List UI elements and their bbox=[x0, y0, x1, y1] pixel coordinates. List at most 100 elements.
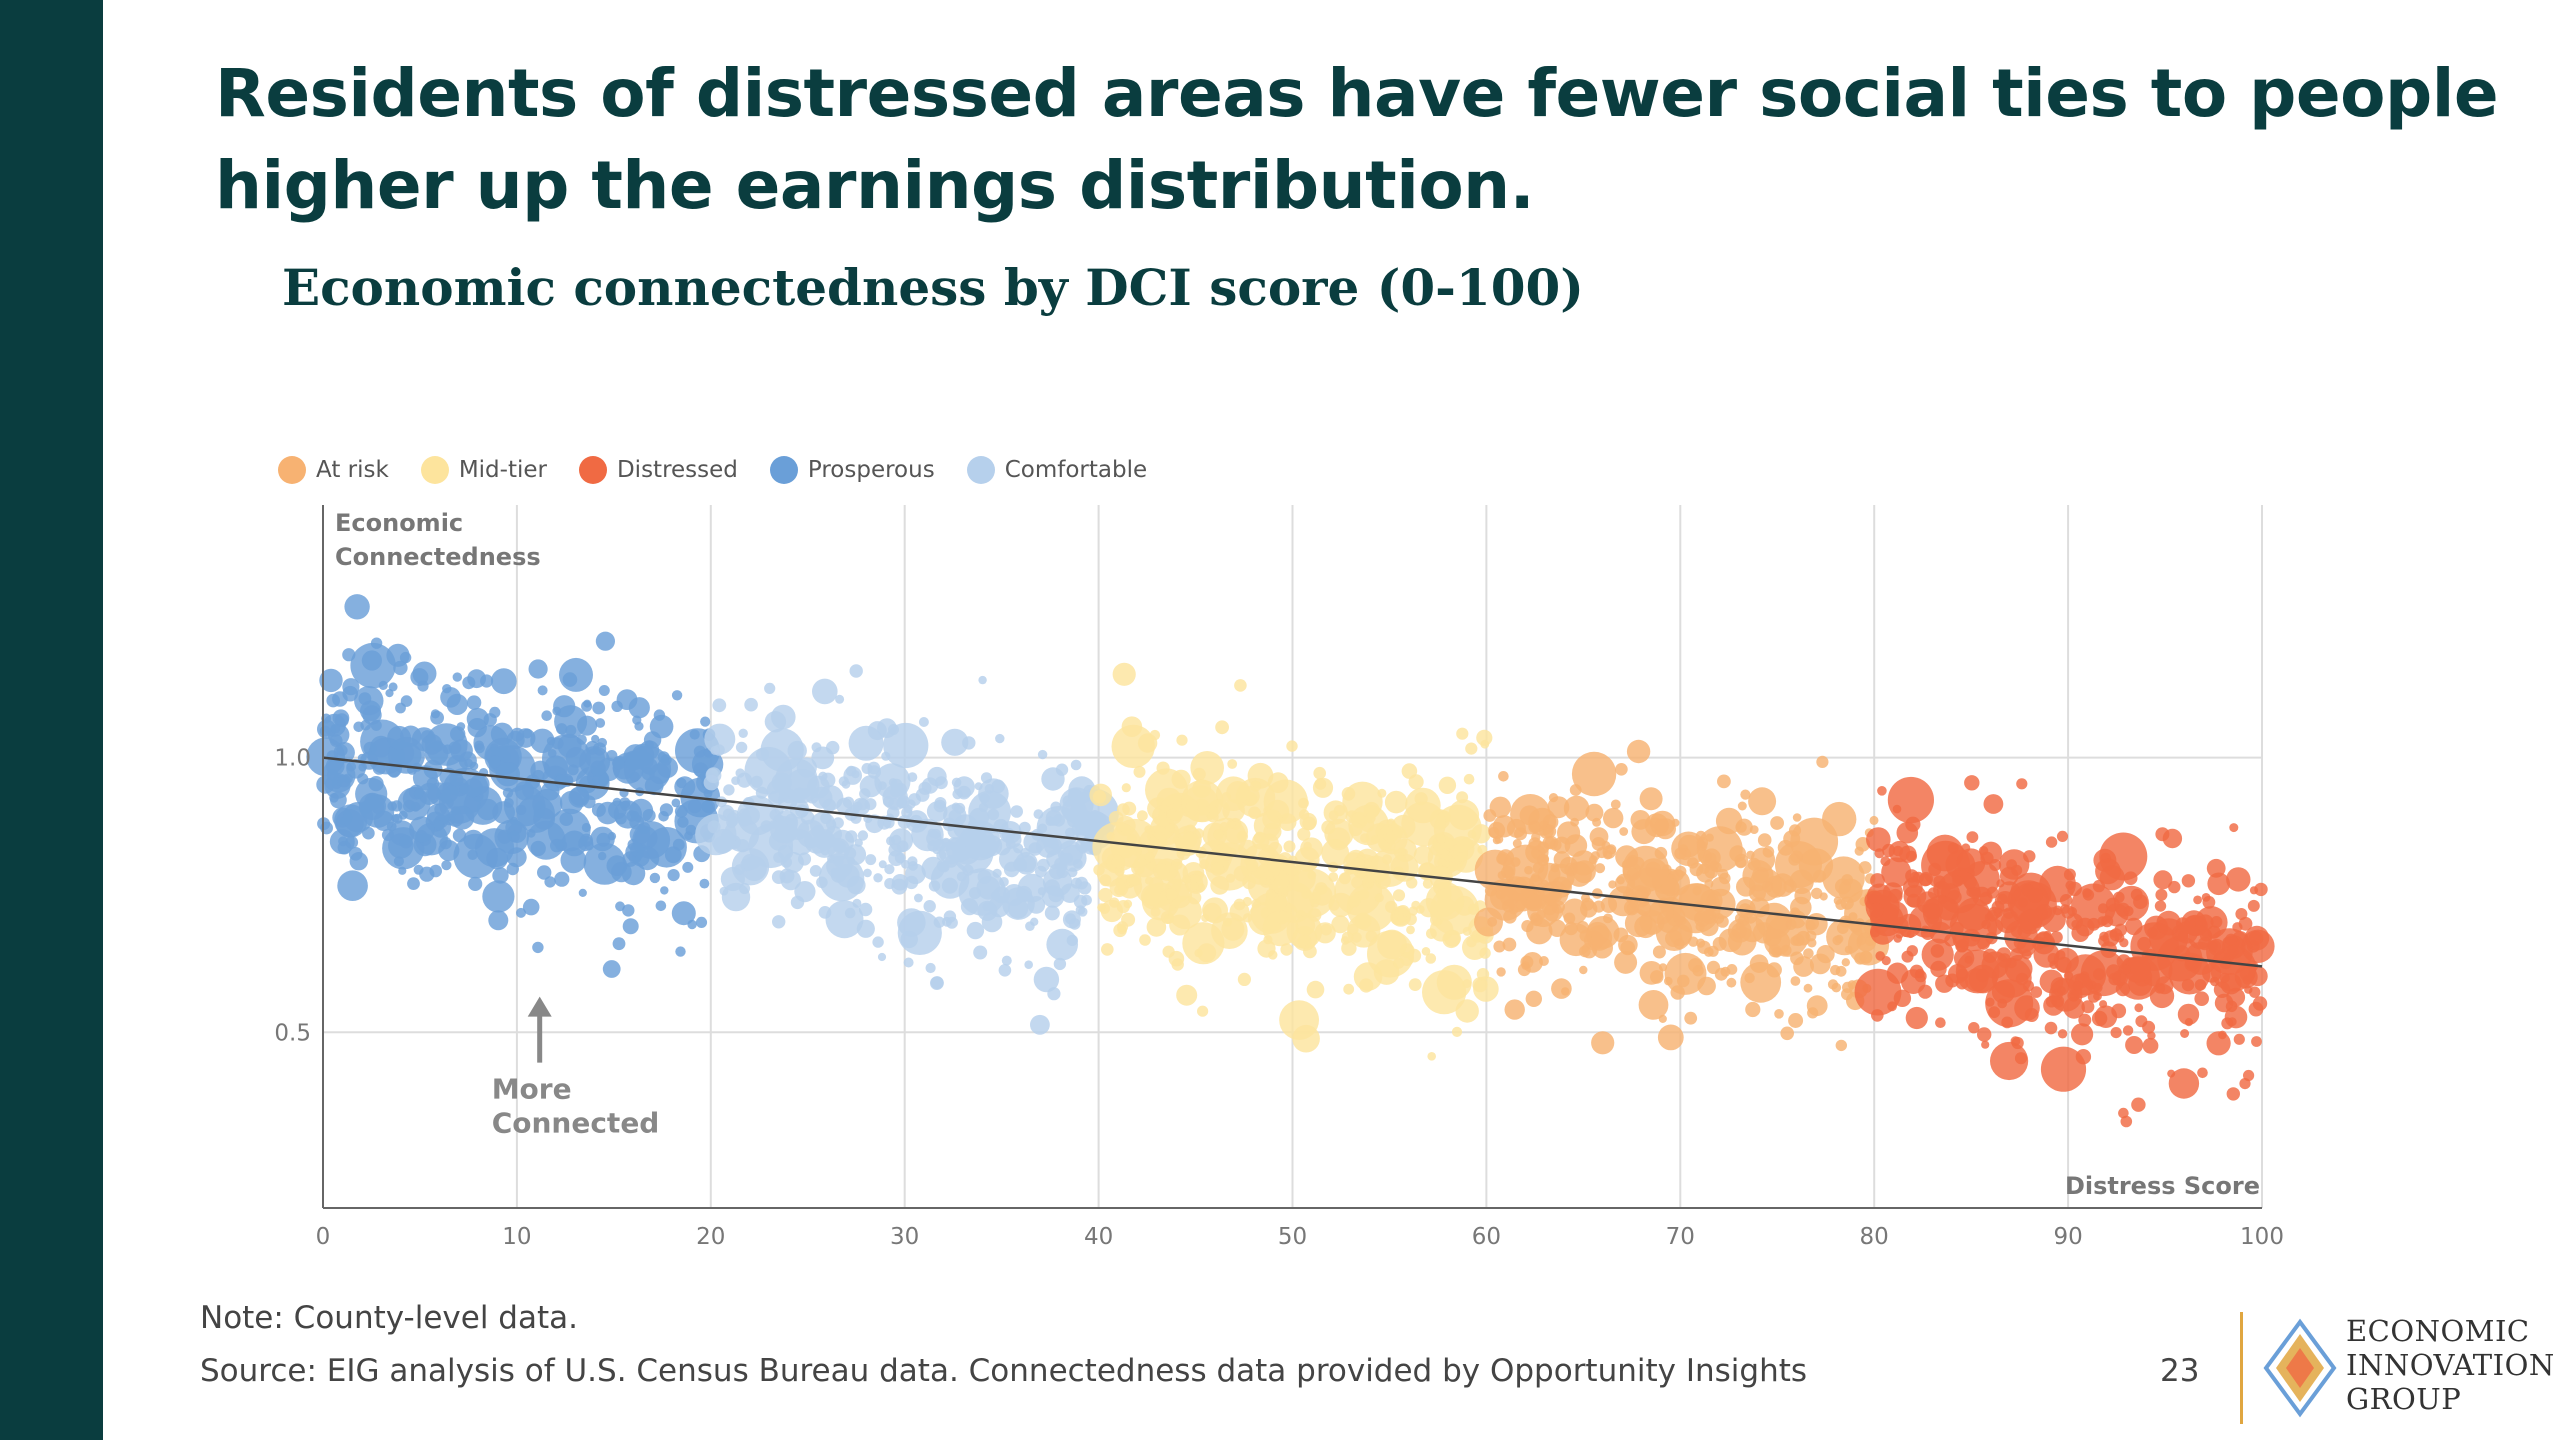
scatter-point[interactable] bbox=[1926, 834, 1964, 872]
scatter-point[interactable] bbox=[816, 876, 828, 889]
scatter-point[interactable] bbox=[1616, 876, 1625, 885]
scatter-point[interactable] bbox=[495, 762, 520, 787]
scatter-point[interactable] bbox=[872, 936, 884, 948]
scatter-point[interactable] bbox=[2057, 986, 2066, 995]
scatter-point[interactable] bbox=[332, 691, 348, 707]
scatter-point[interactable] bbox=[1748, 787, 1777, 816]
scatter-point[interactable] bbox=[1213, 829, 1224, 840]
scatter-point[interactable] bbox=[591, 734, 600, 744]
scatter-point[interactable] bbox=[337, 774, 351, 788]
scatter-point[interactable] bbox=[1210, 862, 1225, 876]
scatter-point[interactable] bbox=[1618, 934, 1638, 955]
scatter-point[interactable] bbox=[1343, 983, 1355, 995]
scatter-point[interactable] bbox=[2142, 1037, 2159, 1054]
scatter-point[interactable] bbox=[595, 631, 616, 651]
scatter-point[interactable] bbox=[606, 750, 618, 762]
scatter-point[interactable] bbox=[1657, 1024, 1684, 1051]
scatter-point[interactable] bbox=[1968, 1021, 1980, 1034]
scatter-point[interactable] bbox=[854, 838, 863, 847]
scatter-point[interactable] bbox=[450, 726, 466, 742]
scatter-point[interactable] bbox=[537, 865, 552, 880]
scatter-point[interactable] bbox=[944, 855, 958, 868]
scatter-point[interactable] bbox=[577, 715, 598, 736]
scatter-point[interactable] bbox=[2101, 915, 2114, 928]
scatter-point[interactable] bbox=[2248, 931, 2264, 946]
scatter-point[interactable] bbox=[1519, 805, 1540, 826]
scatter-point[interactable] bbox=[1488, 826, 1500, 838]
scatter-point[interactable] bbox=[1859, 951, 1873, 964]
scatter-point[interactable] bbox=[2131, 1097, 2146, 1112]
scatter-point[interactable] bbox=[1990, 1041, 2029, 1081]
scatter-point[interactable] bbox=[2078, 1013, 2092, 1027]
scatter-point[interactable] bbox=[462, 676, 476, 690]
scatter-point[interactable] bbox=[1401, 801, 1446, 847]
scatter-point[interactable] bbox=[1182, 875, 1191, 884]
scatter-point[interactable] bbox=[1935, 1017, 1946, 1028]
scatter-point[interactable] bbox=[592, 701, 606, 715]
scatter-point[interactable] bbox=[1963, 875, 1977, 889]
scatter-point[interactable] bbox=[344, 594, 370, 620]
scatter-point[interactable] bbox=[2233, 1033, 2245, 1045]
scatter-point[interactable] bbox=[2149, 983, 2175, 1009]
scatter-point[interactable] bbox=[1493, 940, 1506, 953]
scatter-point[interactable] bbox=[2110, 1027, 2122, 1039]
scatter-point[interactable] bbox=[1052, 814, 1066, 827]
scatter-point[interactable] bbox=[888, 724, 899, 735]
scatter-point[interactable] bbox=[474, 828, 515, 868]
scatter-point[interactable] bbox=[1068, 776, 1096, 804]
scatter-point[interactable] bbox=[1044, 905, 1060, 921]
scatter-point[interactable] bbox=[490, 668, 517, 695]
scatter-point[interactable] bbox=[1176, 984, 1198, 1006]
scatter-point[interactable] bbox=[1827, 979, 1839, 990]
scatter-point[interactable] bbox=[1427, 1052, 1436, 1061]
scatter-point[interactable] bbox=[562, 672, 578, 687]
scatter-point[interactable] bbox=[1406, 925, 1415, 935]
scatter-point[interactable] bbox=[768, 790, 784, 807]
scatter-point[interactable] bbox=[835, 694, 845, 704]
scatter-point[interactable] bbox=[1413, 845, 1434, 865]
scatter-point[interactable] bbox=[1182, 922, 1225, 965]
scatter-point[interactable] bbox=[2232, 922, 2243, 933]
scatter-point[interactable] bbox=[764, 682, 776, 695]
scatter-point[interactable] bbox=[1526, 918, 1553, 945]
scatter-point[interactable] bbox=[584, 841, 594, 851]
scatter-point[interactable] bbox=[1202, 897, 1228, 924]
scatter-point[interactable] bbox=[653, 709, 666, 721]
scatter-point[interactable] bbox=[1030, 1014, 1050, 1035]
scatter-point[interactable] bbox=[1615, 763, 1628, 776]
scatter-point[interactable] bbox=[1938, 894, 1947, 904]
scatter-point[interactable] bbox=[2044, 1021, 2058, 1035]
scatter-point[interactable] bbox=[1571, 751, 1617, 797]
scatter-point[interactable] bbox=[1042, 867, 1073, 897]
scatter-point[interactable] bbox=[1591, 837, 1606, 851]
scatter-point[interactable] bbox=[1896, 821, 1919, 844]
scatter-point[interactable] bbox=[1788, 1013, 1804, 1028]
scatter-point[interactable] bbox=[2168, 1068, 2200, 1099]
scatter-point[interactable] bbox=[1242, 896, 1252, 907]
scatter-point[interactable] bbox=[1436, 964, 1472, 1000]
scatter-point[interactable] bbox=[438, 839, 460, 862]
scatter-point[interactable] bbox=[1062, 910, 1081, 929]
scatter-point[interactable] bbox=[590, 826, 615, 852]
scatter-point[interactable] bbox=[2125, 956, 2151, 983]
scatter-point[interactable] bbox=[998, 964, 1012, 977]
scatter-point[interactable] bbox=[858, 902, 873, 917]
scatter-point[interactable] bbox=[859, 775, 882, 798]
scatter-point[interactable] bbox=[622, 918, 639, 935]
scatter-point[interactable] bbox=[1794, 887, 1812, 905]
scatter-point[interactable] bbox=[2106, 964, 2122, 980]
scatter-point[interactable] bbox=[1704, 879, 1714, 889]
scatter-point[interactable] bbox=[1401, 763, 1418, 779]
scatter-point[interactable] bbox=[2125, 917, 2143, 936]
scatter-point[interactable] bbox=[426, 786, 441, 801]
scatter-point[interactable] bbox=[825, 900, 864, 939]
scatter-point[interactable] bbox=[2122, 1025, 2134, 1036]
scatter-point[interactable] bbox=[1762, 846, 1775, 858]
scatter-point[interactable] bbox=[544, 876, 556, 888]
scatter-point[interactable] bbox=[2004, 919, 2038, 954]
scatter-point[interactable] bbox=[1438, 776, 1457, 794]
scatter-point[interactable] bbox=[1323, 800, 1348, 825]
scatter-point[interactable] bbox=[2120, 1115, 2133, 1128]
scatter-point[interactable] bbox=[319, 668, 343, 693]
scatter-point[interactable] bbox=[1121, 912, 1136, 927]
